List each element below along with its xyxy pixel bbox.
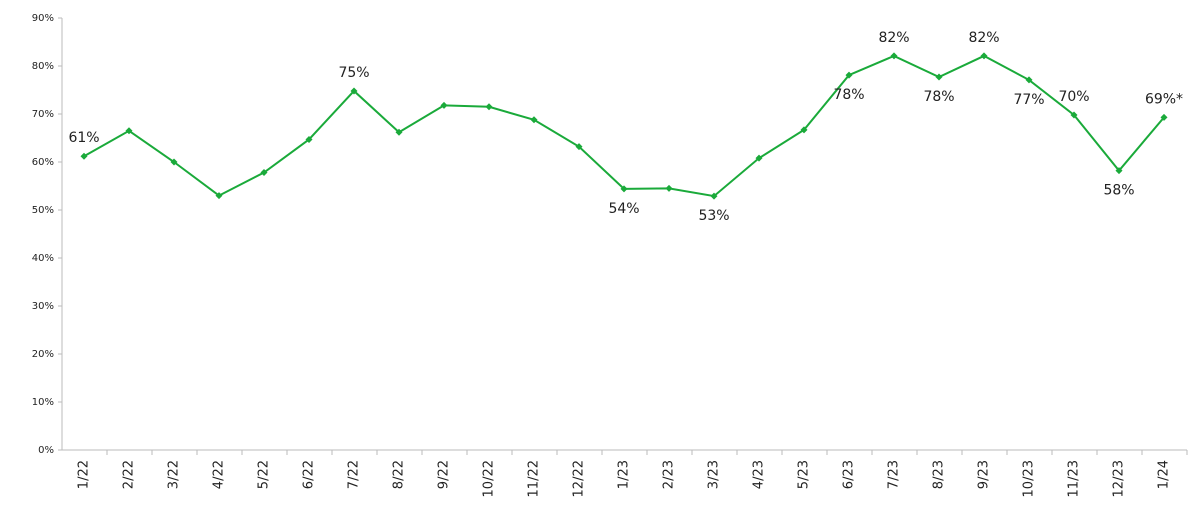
point	[1070, 111, 1078, 119]
y-tick-label: 20%	[32, 349, 54, 360]
x-tick-label: 5/22	[257, 460, 272, 489]
x-tick-label: 4/23	[752, 460, 767, 489]
point	[620, 185, 628, 193]
y-tick-label: 10%	[32, 397, 54, 408]
value-label: 78%	[923, 89, 954, 105]
point	[665, 184, 673, 192]
y-tick-label: 90%	[32, 13, 54, 24]
y-tick-label: 60%	[32, 157, 54, 168]
x-tick-label: 1/22	[77, 460, 92, 489]
x-tick-label: 12/23	[1112, 460, 1127, 497]
y-tick-label: 40%	[32, 253, 54, 264]
x-tick-label: 7/22	[347, 460, 362, 489]
x-tick-label: 3/23	[707, 460, 722, 489]
x-tick-label: 1/24	[1157, 460, 1172, 489]
x-tick-label: 2/23	[662, 460, 677, 489]
y-tick-label: 70%	[32, 109, 54, 120]
value-label: 58%	[1103, 183, 1134, 199]
value-label: 75%	[338, 65, 369, 81]
value-label: 82%	[968, 30, 999, 46]
point	[125, 127, 133, 135]
point	[485, 103, 493, 111]
x-tick-label: 10/23	[1022, 460, 1037, 497]
point	[980, 52, 988, 60]
point	[710, 192, 718, 200]
point	[440, 101, 448, 109]
x-tick-label: 8/22	[392, 460, 407, 489]
x-tick-label: 9/22	[437, 460, 452, 489]
x-tick-label: 6/22	[302, 460, 317, 489]
point	[1025, 76, 1033, 84]
point	[800, 126, 808, 134]
x-tick-label: 12/22	[572, 460, 587, 497]
x-tick-label: 7/23	[887, 460, 902, 489]
line-series	[83, 54, 1165, 198]
x-tick-label: 11/23	[1067, 460, 1082, 497]
point	[575, 143, 583, 151]
x-tick-label: 8/23	[932, 460, 947, 489]
value-label: 77%	[1013, 92, 1044, 108]
point	[890, 52, 898, 60]
point	[170, 158, 178, 166]
point	[215, 192, 223, 200]
x-tick-label: 5/23	[797, 460, 812, 489]
value-label: 82%	[878, 30, 909, 46]
point	[1115, 167, 1123, 175]
y-tick-label: 0%	[38, 445, 54, 456]
x-tick-label: 3/22	[167, 460, 182, 489]
point	[395, 128, 403, 136]
value-label: 78%	[833, 87, 864, 103]
point	[935, 73, 943, 81]
value-label: 70%	[1058, 89, 1089, 105]
y-tick-label: 50%	[32, 205, 54, 216]
x-tick-label: 4/22	[212, 460, 227, 489]
point	[305, 135, 313, 143]
point	[755, 154, 763, 162]
value-label: 54%	[608, 201, 639, 217]
value-label: 61%	[68, 130, 99, 146]
x-tick-label: 10/22	[482, 460, 497, 497]
point	[80, 152, 88, 160]
x-tick-label: 11/22	[527, 460, 542, 497]
point	[350, 87, 358, 95]
y-tick-label: 30%	[32, 301, 54, 312]
point	[260, 169, 268, 177]
point	[1160, 113, 1168, 121]
value-label: 69%*	[1145, 91, 1183, 107]
y-tick-label: 80%	[32, 61, 54, 72]
point	[530, 116, 538, 124]
x-tick-label: 2/22	[122, 460, 137, 489]
value-label: 53%	[698, 208, 729, 224]
point	[845, 71, 853, 79]
x-tick-label: 6/23	[842, 460, 857, 489]
x-tick-label: 9/23	[977, 460, 992, 489]
x-tick-label: 1/23	[617, 460, 632, 489]
